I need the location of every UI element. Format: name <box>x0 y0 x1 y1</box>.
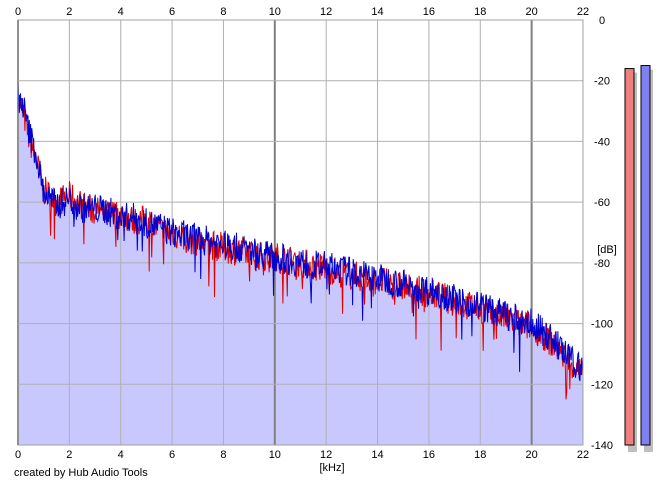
y-tick-label--100: -100 <box>591 319 613 331</box>
x-tick-label-top-2: 2 <box>66 6 72 18</box>
x-tick-label-top-6: 6 <box>169 6 175 18</box>
x-tick-label-top-12: 12 <box>320 6 332 18</box>
level-meter-0 <box>624 68 635 446</box>
credit-text: created by Hub Audio Tools <box>14 467 148 479</box>
x-tick-label-bottom-2: 2 <box>66 449 72 461</box>
y-tick-label--40: -40 <box>594 136 610 148</box>
y-tick-label--80: -80 <box>594 258 610 270</box>
level-meter-1 <box>640 65 651 446</box>
y-tick-label--20: -20 <box>594 76 610 88</box>
x-tick-label-top-16: 16 <box>423 6 435 18</box>
x-axis-label: [kHz] <box>319 462 344 474</box>
series-line-blue <box>17 81 584 382</box>
x-tick-label-top-4: 4 <box>118 6 124 18</box>
x-tick-label-bottom-14: 14 <box>371 449 383 461</box>
y-tick-label-0: 0 <box>599 15 605 27</box>
x-tick-label-bottom-22: 22 <box>577 449 589 461</box>
x-tick-label-top-0: 0 <box>15 6 21 18</box>
x-tick-label-bottom-12: 12 <box>320 449 332 461</box>
x-tick-label-top-14: 14 <box>371 6 383 18</box>
y-axis-label: [dB] <box>597 244 617 256</box>
plot-border <box>17 19 584 446</box>
x-tick-label-bottom-20: 20 <box>526 449 538 461</box>
x-tick-label-top-22: 22 <box>577 6 589 18</box>
x-tick-label-bottom-16: 16 <box>423 449 435 461</box>
y-tick-label--140: -140 <box>591 440 613 452</box>
x-tick-label-top-18: 18 <box>474 6 486 18</box>
y-tick-label--120: -120 <box>591 379 613 391</box>
x-tick-label-top-10: 10 <box>269 6 281 18</box>
y-tick-label--60: -60 <box>594 197 610 209</box>
x-tick-label-bottom-0: 0 <box>15 449 21 461</box>
x-tick-label-top-8: 8 <box>220 6 226 18</box>
x-tick-label-bottom-10: 10 <box>269 449 281 461</box>
spectrum-fill <box>18 81 583 445</box>
x-tick-label-bottom-6: 6 <box>169 449 175 461</box>
x-tick-label-bottom-4: 4 <box>118 449 124 461</box>
x-tick-label-top-20: 20 <box>526 6 538 18</box>
x-tick-label-bottom-18: 18 <box>474 449 486 461</box>
x-tick-label-bottom-8: 8 <box>220 449 226 461</box>
